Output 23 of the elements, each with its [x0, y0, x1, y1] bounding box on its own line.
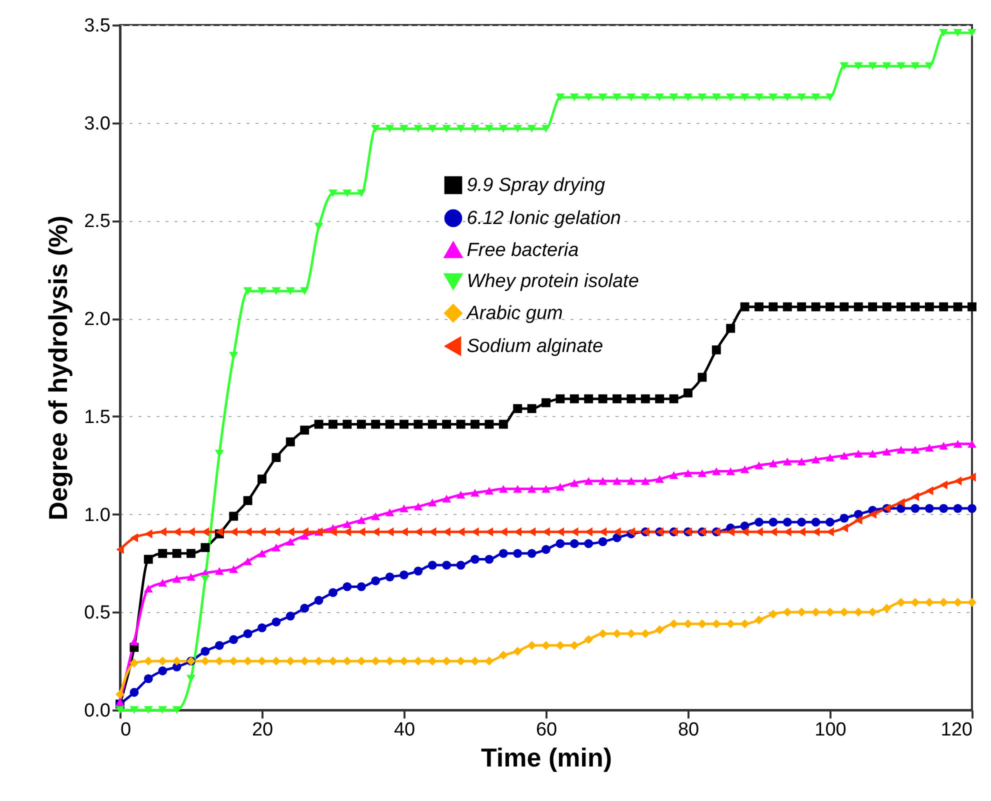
legend-label: Sodium alginate [466, 336, 604, 358]
y-axis-title: Degree of hydrolysis (%) [43, 216, 74, 520]
legend-label: Arabic gum [466, 303, 563, 324]
legend-label: 9.9 Spray drying [466, 175, 606, 196]
y-tick-label: 3.5 [84, 16, 110, 36]
y-tick-label: 3.0 [84, 113, 110, 134]
y-tick-label: 1.5 [84, 406, 110, 428]
legend-label: Whey protein isolate [466, 271, 639, 292]
x-tick-label: 120 [940, 720, 972, 740]
x-tick-label: 40 [394, 720, 416, 740]
y-tick-label: 1.0 [84, 504, 110, 526]
y-tick-label: 2.0 [84, 309, 110, 330]
x-tick-label: 60 [536, 720, 558, 740]
x-tick-label: 0 [120, 720, 132, 740]
x-tick-label: 80 [678, 720, 700, 740]
x-axis-title: Time (min) [481, 742, 612, 772]
legend-label: 6.12 Ionic gelation [466, 208, 621, 230]
x-tick-label: 20 [252, 720, 274, 740]
y-tick-label: 0.5 [84, 602, 110, 624]
y-tick-label: 0.0 [84, 700, 110, 722]
legend-label: Free bacteria [466, 240, 579, 262]
y-tick-label: 2.5 [84, 211, 110, 232]
x-tick-label: 100 [814, 720, 846, 740]
